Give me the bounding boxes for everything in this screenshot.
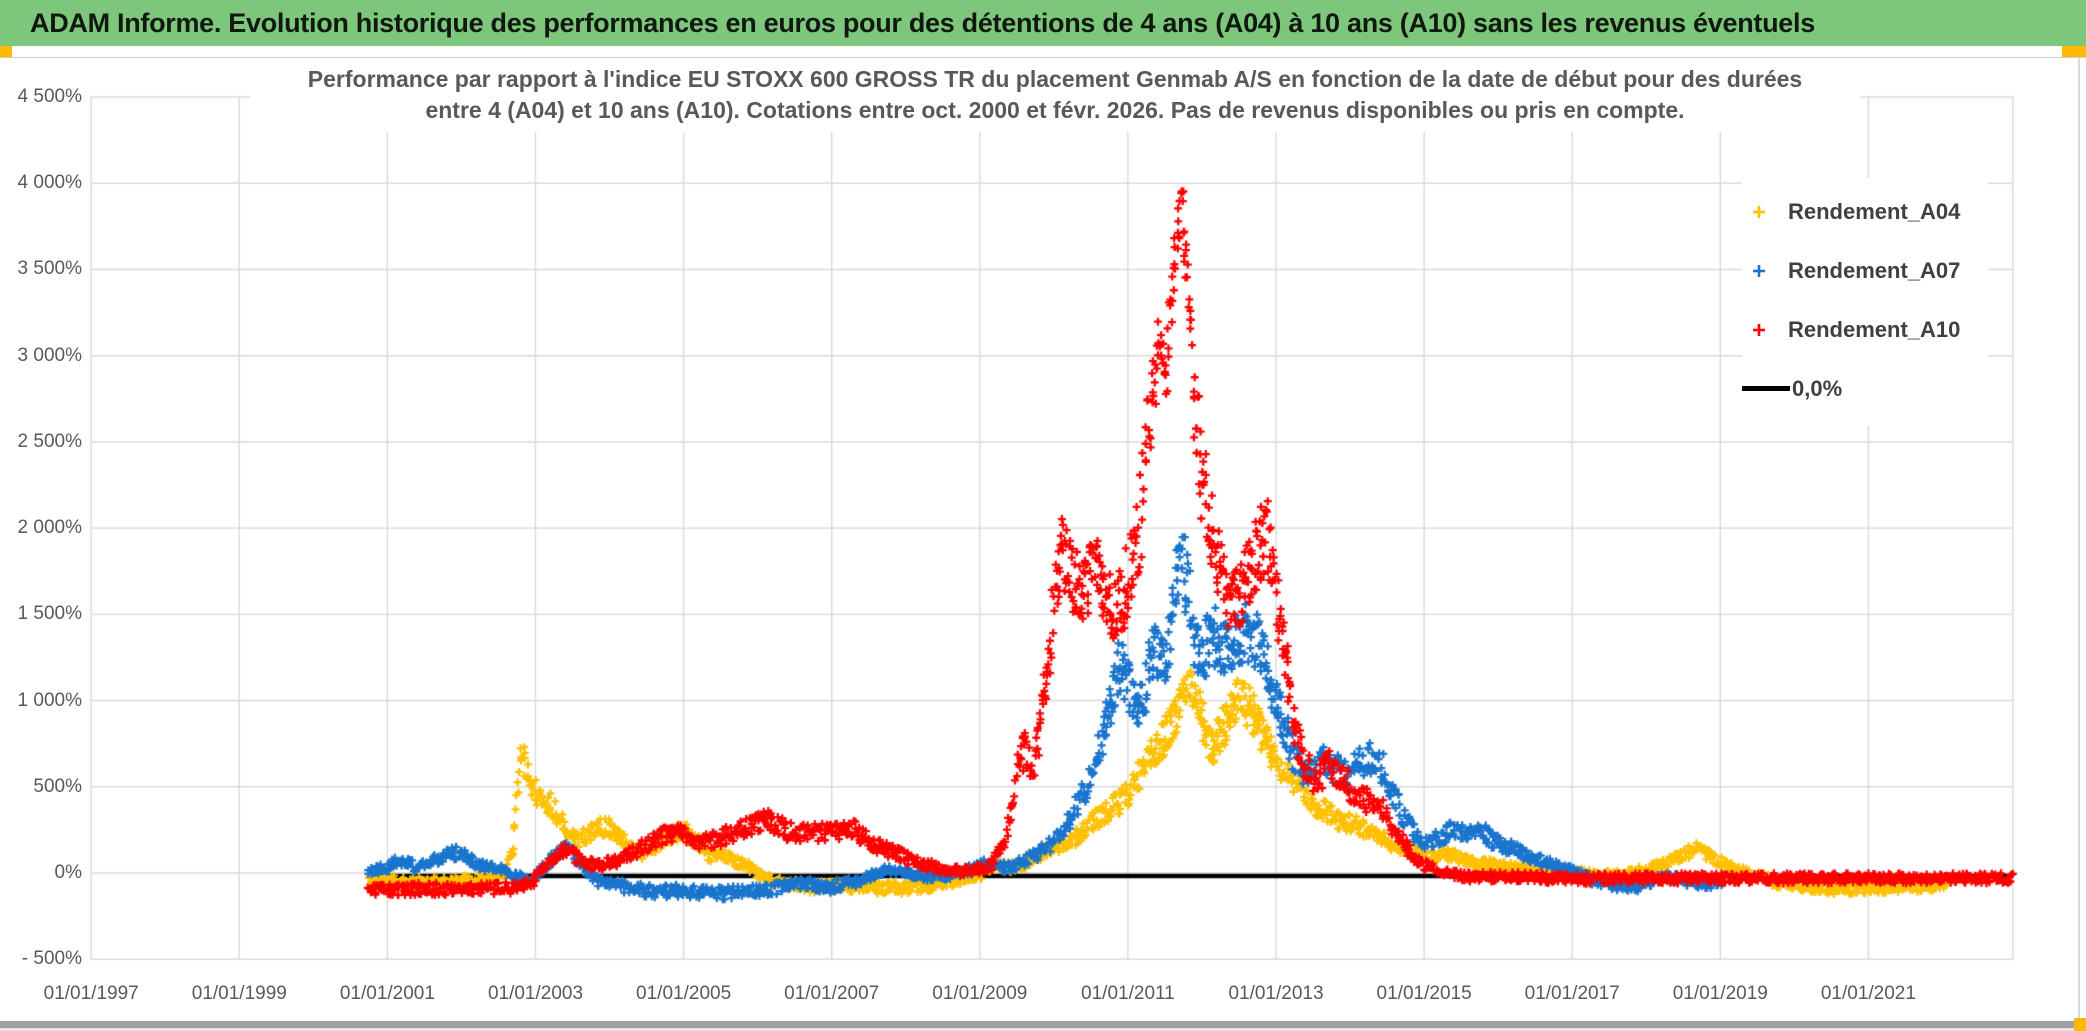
corner-accent-bottom-right xyxy=(2074,1018,2086,1031)
y-tick-label: 2 500% xyxy=(17,430,82,452)
x-tick-label: 01/01/2003 xyxy=(487,983,584,1004)
chart-right-border xyxy=(2078,58,2080,1018)
x-tick-label: 01/01/2007 xyxy=(784,983,880,1004)
legend-label: Rendement_A10 xyxy=(1788,316,1961,342)
x-tick-label: 01/01/2009 xyxy=(932,983,1028,1004)
corner-accent-right xyxy=(2062,46,2086,57)
legend-plus-marker-icon xyxy=(1753,323,1765,336)
x-tick-label: 01/01/2021 xyxy=(1820,983,1916,1004)
y-tick-label: - 500% xyxy=(21,948,82,970)
x-tick-label: 01/01/2015 xyxy=(1376,983,1472,1004)
legend-item-0-0-: 0,0% xyxy=(1742,359,1988,418)
bottom-scroll-strip xyxy=(0,1021,2086,1028)
y-tick-label: 2 000% xyxy=(17,517,82,539)
y-tick-label: 0% xyxy=(54,862,82,883)
y-tick-label: 4 500% xyxy=(17,86,82,108)
x-tick-label: 01/01/1999 xyxy=(191,983,287,1004)
x-tick-label: 01/01/2005 xyxy=(636,983,732,1004)
y-tick-label: 500% xyxy=(33,775,82,797)
banner: ADAM Informe. Evolution historique des p… xyxy=(0,0,2086,46)
x-tick-label: 01/01/2011 xyxy=(1081,983,1175,1004)
y-tick-label: 1 500% xyxy=(17,603,82,625)
y-tick-label: 3 000% xyxy=(17,344,82,366)
legend-label: 0,0% xyxy=(1792,375,1843,401)
x-tick-label: 01/01/1997 xyxy=(43,983,139,1004)
chart-legend: Rendement_A04 Rendement_A07 Rendement_A10 0… xyxy=(1742,178,1988,426)
chart-title-line1: Performance par rapport à l'indice EU ST… xyxy=(307,66,1803,92)
x-tick-label: 01/01/2017 xyxy=(1524,983,1620,1004)
legend-label: Rendement_A04 xyxy=(1788,198,1961,224)
y-tick-label: 4 000% xyxy=(17,172,82,194)
bottom-scroll-strip-light xyxy=(0,1028,2086,1031)
banner-title: ADAM Informe. Evolution historique des p… xyxy=(30,7,1815,38)
chart-container: Performance par rapport à l'indice EU ST… xyxy=(0,58,2086,1018)
legend-plus-marker-icon xyxy=(1753,264,1765,277)
chart-title: Performance par rapport à l'indice EU ST… xyxy=(250,58,1860,132)
legend-label: Rendement_A07 xyxy=(1788,257,1961,283)
x-tick-label: 01/01/2013 xyxy=(1228,983,1324,1004)
legend-item-rendement-a10: Rendement_A10 xyxy=(1742,300,1988,359)
y-tick-label: 1 000% xyxy=(17,689,82,711)
chart-title-line2: entre 4 (A04) et 10 ans (A10). Cotations… xyxy=(425,97,1685,123)
y-tick-label: 3 500% xyxy=(17,258,82,280)
legend-line-marker-icon xyxy=(1742,386,1790,391)
legend-item-rendement-a04: Rendement_A04 xyxy=(1742,182,1988,241)
corner-accent-left xyxy=(0,46,12,57)
x-tick-label: 01/01/2019 xyxy=(1672,983,1768,1004)
legend-plus-marker-icon xyxy=(1753,205,1765,218)
scatter-plot-canvas xyxy=(0,58,2086,1018)
x-tick-label: 01/01/2001 xyxy=(339,983,435,1004)
banner-separator xyxy=(0,46,2086,58)
legend-item-rendement-a07: Rendement_A07 xyxy=(1742,241,1988,300)
